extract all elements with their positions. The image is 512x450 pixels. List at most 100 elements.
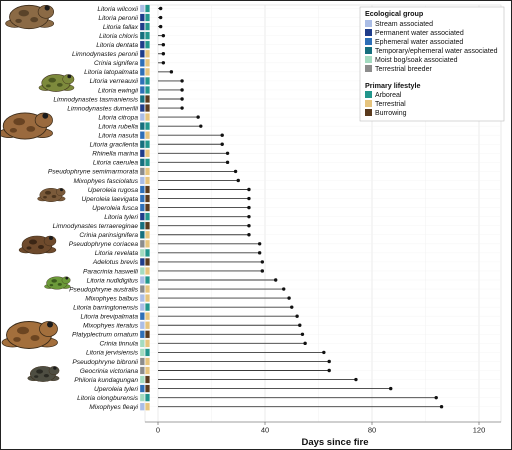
- data-point: [236, 178, 240, 183]
- eco-group-swatch: [139, 276, 145, 284]
- data-point: [257, 242, 262, 246]
- data-point: [300, 332, 305, 336]
- lifestyle-swatch: [145, 86, 150, 94]
- species-label: Pseudophryne coriacea: [69, 241, 139, 248]
- species-label: Uperoleia tyleri: [94, 386, 139, 393]
- eco-group-swatch: [139, 167, 145, 176]
- legend-label: Temporary/ephemeral water associated: [375, 48, 498, 55]
- eco-group-swatch: [139, 303, 145, 312]
- species-label: Mixophyes fleayi: [89, 404, 138, 411]
- data-point: [260, 269, 265, 273]
- eco-group-swatch: [139, 131, 145, 140]
- lifestyle-swatch: [145, 95, 150, 103]
- frog-illustration: [38, 74, 75, 92]
- legend-swatch: [365, 20, 372, 27]
- lifestyle-swatch: [145, 76, 150, 85]
- lifestyle-swatch: [145, 185, 150, 194]
- eco-group-swatch: [139, 40, 145, 49]
- frog-illustration: [27, 366, 60, 382]
- eco-group-swatch: [139, 375, 145, 384]
- lifestyle-swatch: [145, 122, 150, 131]
- data-point: [322, 350, 326, 355]
- legend-swatch: [365, 38, 372, 45]
- lifestyle-swatch: [145, 140, 150, 149]
- data-point: [158, 15, 163, 20]
- lifestyle-swatch: [145, 221, 150, 230]
- data-point: [298, 323, 302, 327]
- lifestyle-swatch: [145, 230, 150, 239]
- lifestyle-swatch: [145, 375, 150, 384]
- eco-group-swatch: [139, 158, 145, 167]
- eco-group-swatch: [139, 339, 145, 348]
- legend-title-ecological: Ecological group: [365, 9, 424, 18]
- species-label: Limnodynastes dumerilii: [67, 105, 138, 112]
- frog-illustration: [1, 112, 53, 140]
- data-point: [199, 124, 203, 128]
- species-label: Philoria kundagungan: [74, 377, 138, 384]
- eco-group-swatch: [139, 312, 145, 321]
- species-label: Litoria latopalmata: [84, 69, 138, 76]
- legend-swatch: [365, 91, 372, 98]
- species-label: Litoria olongburensis: [77, 395, 139, 402]
- data-point: [161, 61, 166, 65]
- data-point: [247, 187, 251, 192]
- legend-label: Arboreal: [375, 92, 402, 99]
- lifestyle-swatch: [145, 149, 150, 158]
- species-label: Limnodynastes peronii: [72, 51, 139, 58]
- species-label: Crinia tinnula: [100, 341, 139, 348]
- eco-group-swatch: [139, 13, 145, 22]
- species-label: Crinia parinsignifera: [79, 232, 138, 239]
- species-label: Platyplectrum ornatum: [72, 332, 138, 339]
- lifestyle-swatch: [145, 330, 150, 339]
- lifestyle-swatch: [145, 67, 150, 76]
- species-label: Litoria nasuta: [98, 133, 138, 140]
- species-label: Litoria verreauxii: [90, 78, 139, 85]
- species-label: Crinia signifera: [94, 60, 138, 67]
- eco-group-swatch: [139, 257, 145, 266]
- eco-group-swatch: [139, 31, 145, 40]
- lifestyle-swatch: [145, 303, 150, 312]
- x-axis: Days since fire 0 40 80 120: [145, 421, 501, 448]
- legend-label: Burrowing: [375, 110, 407, 117]
- legend-label: Ephemeral water associated: [375, 39, 463, 46]
- lifestyle-swatch: [145, 176, 150, 185]
- species-label: Mixophyes iteratus: [83, 323, 139, 330]
- frog-illustration: [5, 4, 55, 30]
- x-tick-label: 80: [368, 426, 376, 435]
- eco-group-swatch: [139, 4, 145, 13]
- eco-group-swatch: [139, 149, 145, 158]
- data-point: [225, 151, 230, 155]
- species-label: Pseudophryne semimarmorata: [48, 169, 138, 176]
- species-label: Litoria gracilenta: [90, 142, 139, 149]
- species-label: Litoria fallax: [103, 24, 139, 31]
- species-label: Litoria wilcoxii: [97, 6, 138, 13]
- data-point: [257, 251, 262, 255]
- lifestyle-swatch: [145, 384, 150, 393]
- frog-illustrations: [1, 4, 75, 382]
- eco-group-swatch: [139, 402, 145, 411]
- data-point: [282, 287, 286, 291]
- lifestyle-swatch: [145, 239, 150, 248]
- species-label: Limnodynastes tasmaniensis: [53, 96, 138, 103]
- eco-group-swatch: [139, 230, 145, 239]
- eco-group-swatch: [139, 67, 145, 76]
- species-label: Litoria revelata: [95, 250, 139, 257]
- x-tick-label: 120: [473, 426, 486, 435]
- data-point: [158, 24, 163, 29]
- data-point: [247, 214, 251, 219]
- species-label: Litoria chloris: [99, 33, 139, 40]
- legend: Ecological group Stream associated Permane…: [359, 6, 505, 122]
- lifestyle-swatch: [145, 13, 150, 22]
- lifestyle-swatch: [145, 203, 150, 212]
- lifestyle-swatch: [145, 266, 150, 275]
- data-point: [158, 6, 163, 11]
- eco-group-swatch: [139, 221, 145, 230]
- eco-group-swatch: [139, 113, 145, 122]
- species-label: Uperoleia fusca: [92, 205, 138, 212]
- data-point: [180, 88, 184, 92]
- eco-group-swatch: [139, 49, 145, 58]
- species-label: Pseudophryne australis: [69, 286, 139, 293]
- lifestyle-swatch: [145, 321, 150, 330]
- data-point: [161, 33, 166, 38]
